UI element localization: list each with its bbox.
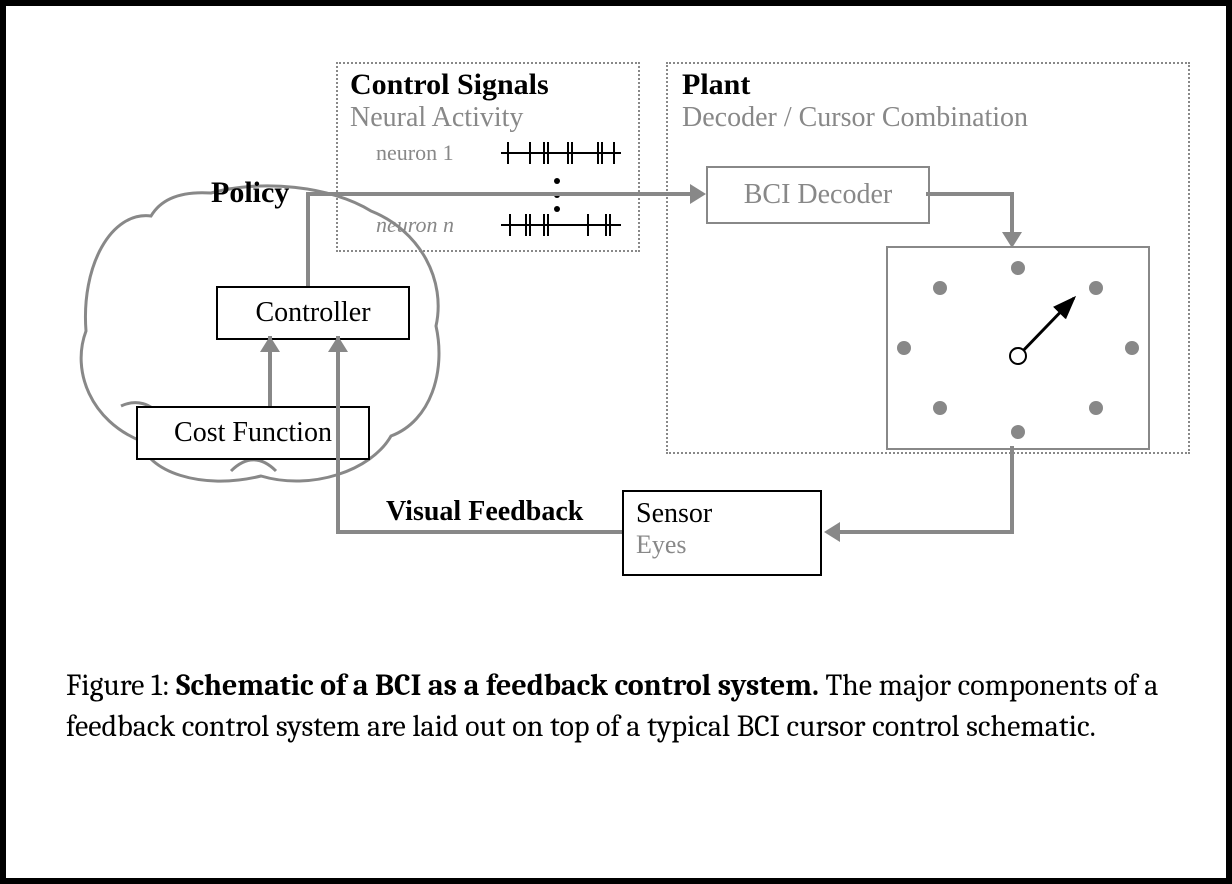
- edge-cursor-down: [1010, 446, 1014, 532]
- bci-decoder-label: BCI Decoder: [744, 179, 893, 211]
- cursor-display: [886, 246, 1150, 450]
- visual-feedback-label: Visual Feedback: [386, 496, 583, 528]
- target-dot: [897, 341, 911, 355]
- edge-decoder-down: [1010, 192, 1014, 236]
- sensor-sub: Eyes: [636, 530, 808, 560]
- edge-controller-to-signals-v: [306, 192, 310, 286]
- target-dot: [1011, 261, 1025, 275]
- sensor-title: Sensor: [636, 498, 808, 530]
- cursor-origin: [1009, 347, 1027, 365]
- bci-decoder-box: BCI Decoder: [706, 166, 930, 224]
- controller-box: Controller: [216, 286, 410, 340]
- arrowhead-to-decoder-icon: [690, 184, 706, 204]
- edge-feedback-up: [336, 336, 340, 534]
- control-signals-sub: Neural Activity: [350, 102, 523, 134]
- arrowhead-cost-up-icon: [260, 336, 280, 352]
- figure-frame: Policy Controller Cost Function Control …: [0, 0, 1232, 884]
- target-dot: [1089, 401, 1103, 415]
- neuron1-spike-train: [501, 138, 621, 168]
- neuronN-spike-train: [501, 210, 621, 240]
- plant-sub: Decoder / Cursor Combination: [682, 102, 1028, 134]
- target-dot: [933, 401, 947, 415]
- caption-prefix: Figure 1:: [66, 668, 176, 703]
- sensor-box: Sensor Eyes: [622, 490, 822, 576]
- figure-caption: Figure 1: Schematic of a BCI as a feedba…: [66, 666, 1166, 747]
- cost-function-box: Cost Function: [136, 406, 370, 460]
- control-signals-title: Control Signals: [350, 68, 549, 102]
- edge-cursor-left: [838, 530, 1014, 534]
- edge-signals-to-decoder: [306, 192, 690, 196]
- target-dot: [1011, 425, 1025, 439]
- diagram-area: Policy Controller Cost Function Control …: [6, 6, 1226, 656]
- target-dot: [1089, 281, 1103, 295]
- caption-bold: Schematic of a BCI as a feedback control…: [176, 668, 819, 703]
- policy-label: Policy: [211, 176, 289, 210]
- cost-function-label: Cost Function: [174, 417, 332, 449]
- arrowhead-to-cursor-icon: [1002, 232, 1022, 248]
- target-dot: [933, 281, 947, 295]
- arrowhead-to-controller-icon: [328, 336, 348, 352]
- neuronN-label: neuron n: [376, 212, 454, 238]
- edge-sensor-left: [336, 530, 622, 534]
- edge-decoder-right: [926, 192, 1014, 196]
- plant-title: Plant: [682, 68, 750, 102]
- arrowhead-to-sensor-icon: [824, 522, 840, 542]
- controller-label: Controller: [255, 297, 370, 329]
- neuron1-label: neuron 1: [376, 140, 454, 166]
